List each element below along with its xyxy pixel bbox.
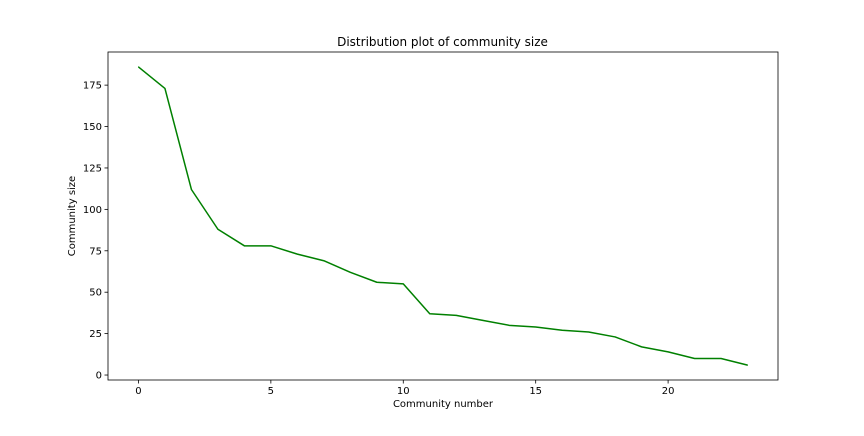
y-tick-label: 175 <box>83 81 102 92</box>
data-point <box>720 357 722 359</box>
data-point <box>323 260 325 262</box>
data-point <box>217 228 219 230</box>
plot-area <box>137 66 749 366</box>
data-point <box>243 245 245 247</box>
data-point <box>349 271 351 273</box>
data-point <box>137 66 139 68</box>
series-line <box>137 66 748 366</box>
data-point <box>588 331 590 333</box>
data-point <box>190 188 192 190</box>
x-tick-label: 5 <box>268 386 274 397</box>
x-tick-label: 15 <box>529 386 542 397</box>
axes-frame <box>107 51 779 381</box>
y-tick-label: 25 <box>89 329 102 340</box>
data-point <box>614 336 616 338</box>
data-point <box>667 351 669 353</box>
data-point <box>402 283 404 285</box>
data-point <box>694 357 696 359</box>
data-point <box>164 87 166 89</box>
y-axis: 0 25 50 75 100 125 150 175 <box>83 81 108 382</box>
data-point <box>747 364 749 366</box>
y-tick-label: 75 <box>89 246 102 257</box>
data-point <box>270 245 272 247</box>
y-tick-label: 100 <box>83 205 102 216</box>
x-tick-label: 20 <box>662 386 675 397</box>
data-point <box>535 326 537 328</box>
y-axis-label: Community size <box>67 176 78 256</box>
chart-title: Distribution plot of community size <box>337 35 548 49</box>
data-point <box>641 346 643 348</box>
y-tick-label: 125 <box>83 163 102 174</box>
data-point <box>429 313 431 315</box>
y-tick-label: 0 <box>96 371 102 382</box>
data-point <box>455 314 457 316</box>
x-axis-label: Community number <box>393 399 494 410</box>
x-axis: 0 5 10 15 20 <box>135 380 674 397</box>
data-point <box>482 319 484 321</box>
y-tick-label: 150 <box>83 122 102 133</box>
data-point <box>296 253 298 255</box>
data-point <box>508 324 510 326</box>
x-tick-label: 10 <box>397 386 410 397</box>
x-tick-label: 0 <box>135 386 141 397</box>
data-point <box>376 281 378 283</box>
y-tick-label: 50 <box>89 288 102 299</box>
data-point <box>561 329 563 331</box>
